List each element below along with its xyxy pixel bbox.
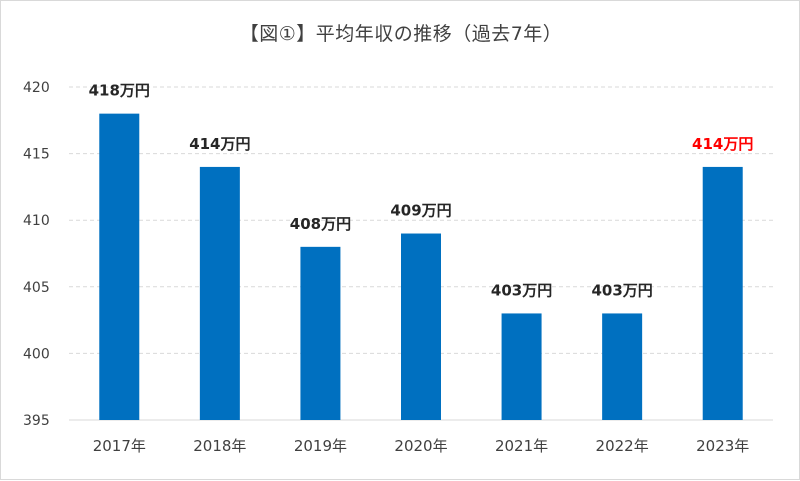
x-tick-label: 2020年	[394, 437, 447, 455]
bar	[702, 166, 743, 420]
x-tick-label: 2019年	[294, 437, 347, 455]
bar	[401, 233, 441, 420]
y-tick-label: 400	[23, 346, 50, 362]
data-labels: 418万円 414万円 408万円 409万円 403万円 403万円 414万円	[89, 82, 754, 300]
data-label: 414万円	[692, 135, 753, 153]
data-label: 409万円	[390, 202, 451, 220]
y-tick-label: 415	[23, 147, 50, 163]
x-tick-label: 2021年	[495, 437, 548, 455]
x-axis-ticks: 2017年 2018年 2019年 2020年 2021年 2022年 2023年	[93, 437, 750, 455]
y-tick-label: 420	[23, 80, 50, 96]
bar	[99, 113, 140, 420]
data-label: 414万円	[189, 135, 250, 153]
y-axis-ticks: 395 400 405 410 415 420	[23, 80, 50, 429]
data-label: 403万円	[491, 281, 552, 299]
x-tick-label: 2018年	[193, 437, 246, 455]
bar	[199, 166, 240, 420]
bar	[501, 313, 542, 420]
y-tick-label: 405	[23, 280, 50, 296]
data-label: 403万円	[591, 281, 652, 299]
bars	[99, 113, 743, 420]
bar	[300, 246, 341, 420]
data-label: 418万円	[89, 82, 150, 100]
x-tick-label: 2022年	[596, 437, 649, 455]
bar	[602, 313, 643, 420]
y-tick-label: 395	[23, 413, 50, 429]
x-tick-label: 2017年	[93, 437, 146, 455]
chart-title: 【図①】平均年収の推移（過去7年）	[239, 23, 563, 45]
data-label: 408万円	[290, 215, 351, 233]
x-tick-label: 2023年	[696, 437, 749, 455]
y-tick-label: 410	[23, 213, 50, 229]
